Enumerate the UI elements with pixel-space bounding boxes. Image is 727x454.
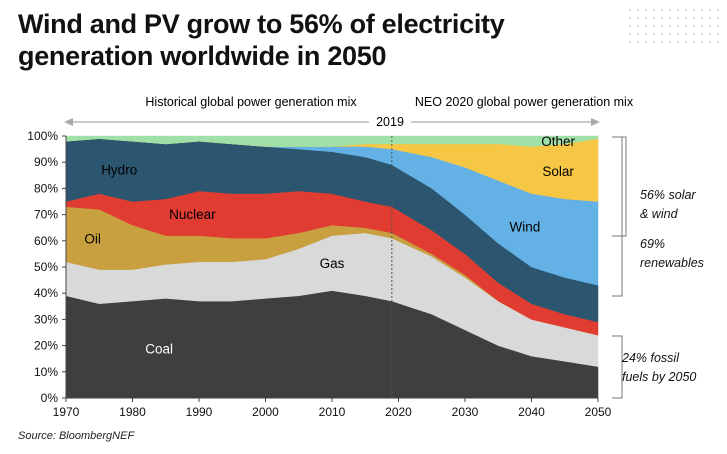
- series-label-solar: Solar: [542, 164, 574, 179]
- x-tick-label: 2030: [452, 405, 479, 419]
- x-tick-label: 2040: [518, 405, 545, 419]
- series-label-coal: Coal: [145, 341, 173, 356]
- area-other: [65, 135, 599, 147]
- annotation-brackets: [612, 136, 627, 399]
- forecast-header: NEO 2020 global power generation mix: [415, 95, 634, 109]
- x-tick-label: 2020: [385, 405, 412, 419]
- series-label-wind: Wind: [509, 220, 540, 235]
- y-tick-label: 90%: [34, 155, 58, 169]
- area-series-group: [65, 135, 599, 399]
- x-tick-label: 1990: [186, 405, 213, 419]
- annotation-fossil: 24% fossil fuels by 2050: [621, 351, 696, 384]
- series-label-other: Other: [541, 134, 575, 149]
- y-tick-label: 40%: [34, 286, 58, 300]
- x-tick-label: 1980: [119, 405, 146, 419]
- y-tick-label: 30%: [34, 312, 58, 326]
- y-tick-label: 70%: [34, 208, 58, 222]
- y-tick-label: 10%: [34, 365, 58, 379]
- x-axis: 1970 1980 1990 2000 2010 2020 2030 2040 2050: [53, 397, 612, 419]
- series-label-nuclear: Nuclear: [169, 207, 216, 222]
- y-axis: 0% 10% 20% 30% 40% 50% 60% 70% 80% 90% 100%: [27, 129, 67, 405]
- y-tick-label: 80%: [34, 181, 58, 195]
- source-note: Source: BloombergNEF: [18, 430, 135, 442]
- y-tick-label: 0%: [41, 391, 59, 405]
- x-tick-label: 2010: [319, 405, 346, 419]
- y-tick-label: 20%: [34, 339, 58, 353]
- annotation-renewables: 69% renewables: [640, 237, 704, 270]
- x-tick-label: 2050: [585, 405, 612, 419]
- timeline-arrow: [64, 118, 600, 126]
- series-labels: Coal Gas Oil Nuclear Hydro Wind Solar Other: [84, 134, 575, 356]
- y-tick-label: 50%: [34, 260, 58, 274]
- y-tick-label: 60%: [34, 234, 58, 248]
- y-tick-label: 100%: [27, 129, 58, 143]
- annotation-solar-wind: 56% solar & wind: [640, 188, 699, 221]
- chart-title: Wind and PV grow to 56% of electricity g…: [18, 9, 505, 71]
- series-label-hydro: Hydro: [101, 162, 137, 177]
- historical-header: Historical global power generation mix: [145, 95, 357, 109]
- x-tick-label: 2000: [252, 405, 279, 419]
- series-label-gas: Gas: [320, 256, 345, 271]
- divider-year-label: 2019: [376, 115, 404, 129]
- series-label-oil: Oil: [84, 231, 101, 246]
- x-tick-label: 1970: [53, 405, 80, 419]
- decorative-dot-grid: [626, 6, 722, 46]
